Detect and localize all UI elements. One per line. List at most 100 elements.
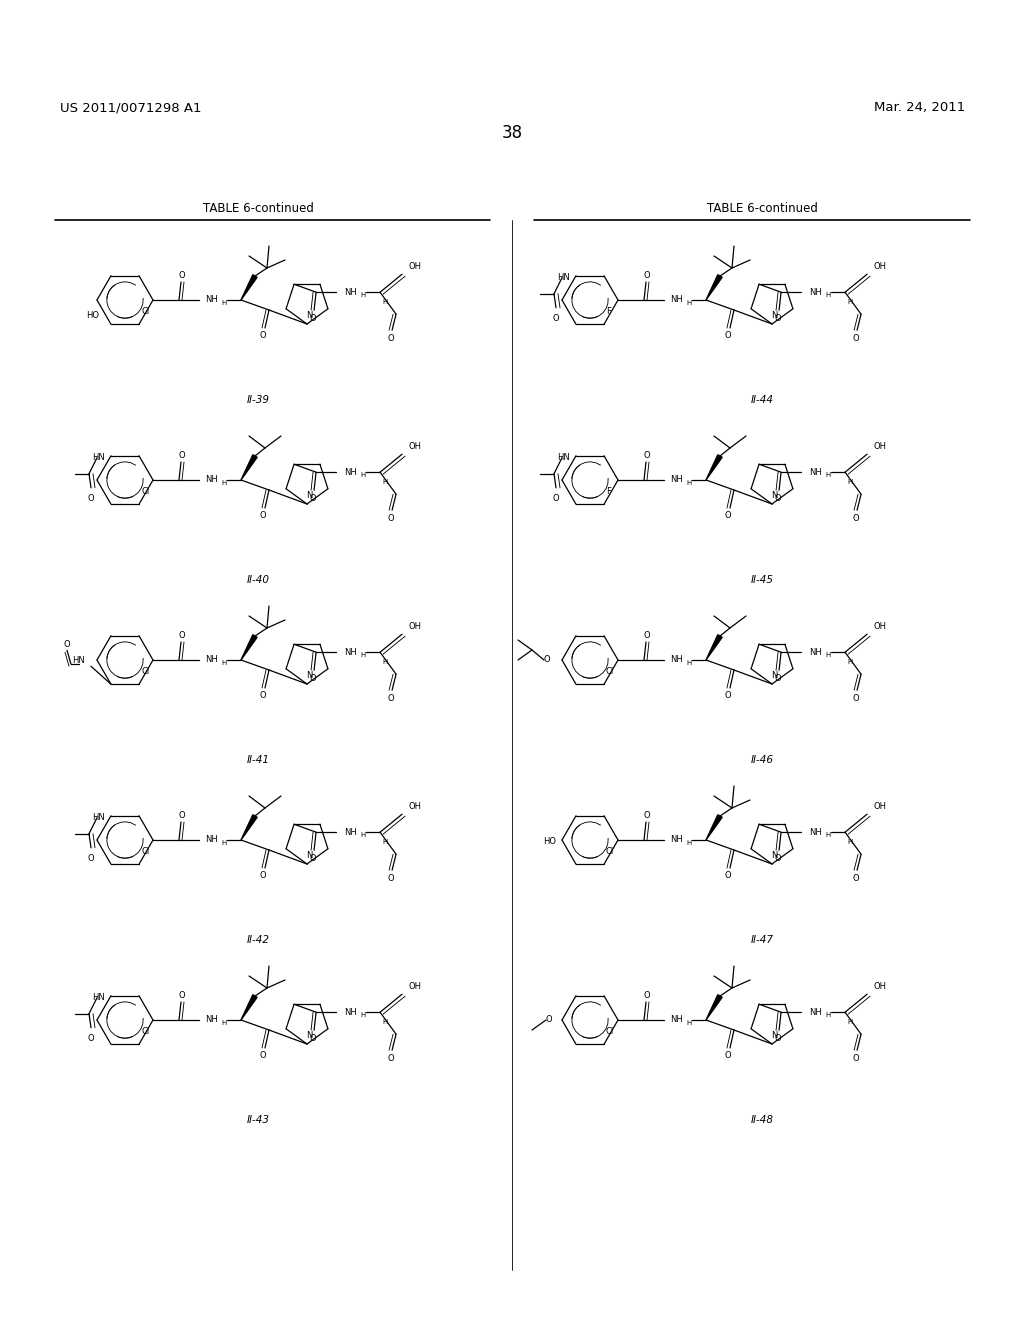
Text: HN: HN	[73, 656, 85, 665]
Text: H: H	[221, 1020, 226, 1026]
Text: TABLE 6-continued: TABLE 6-continued	[203, 202, 313, 214]
Text: Cl: Cl	[606, 667, 614, 676]
Polygon shape	[241, 455, 257, 480]
Text: Cl: Cl	[141, 308, 150, 317]
Text: OH: OH	[873, 261, 886, 271]
Text: N: N	[306, 851, 312, 861]
Text: HN: HN	[92, 993, 105, 1002]
Text: O: O	[644, 810, 650, 820]
Text: N: N	[771, 672, 777, 681]
Text: OH: OH	[873, 801, 886, 810]
Text: NH: NH	[205, 836, 218, 845]
Text: HN: HN	[92, 453, 105, 462]
Text: H: H	[221, 480, 226, 486]
Text: O: O	[775, 1034, 781, 1043]
Text: O: O	[88, 1034, 94, 1043]
Text: NH: NH	[809, 1007, 822, 1016]
Text: NH: NH	[344, 1007, 356, 1016]
Text: NH: NH	[205, 1015, 218, 1024]
Text: O: O	[546, 1015, 552, 1024]
Text: H: H	[221, 840, 226, 846]
Text: O: O	[775, 673, 781, 682]
Text: O: O	[644, 631, 650, 639]
Text: O: O	[388, 334, 394, 343]
Text: NH: NH	[205, 475, 218, 484]
Polygon shape	[241, 995, 257, 1020]
Text: H: H	[360, 652, 366, 659]
Text: HO: HO	[86, 312, 99, 321]
Text: NH: NH	[344, 648, 356, 657]
Text: O: O	[260, 331, 266, 341]
Text: O: O	[725, 871, 731, 880]
Text: O: O	[775, 314, 781, 322]
Text: O: O	[725, 331, 731, 341]
Text: H: H	[360, 473, 366, 478]
Text: H: H	[825, 652, 830, 659]
Text: O: O	[388, 513, 394, 523]
Text: O: O	[725, 1052, 731, 1060]
Text: O: O	[553, 494, 559, 503]
Text: NH: NH	[670, 296, 683, 305]
Text: O: O	[309, 854, 316, 863]
Text: O: O	[88, 494, 94, 503]
Text: H: H	[847, 840, 852, 845]
Text: N: N	[771, 1031, 777, 1040]
Text: OH: OH	[409, 622, 421, 631]
Text: O: O	[775, 494, 781, 503]
Polygon shape	[241, 814, 257, 840]
Text: Cl: Cl	[141, 1027, 150, 1036]
Text: O: O	[309, 494, 316, 503]
Text: O: O	[178, 631, 185, 639]
Text: II-40: II-40	[247, 576, 269, 585]
Polygon shape	[706, 455, 722, 480]
Text: H: H	[686, 660, 691, 667]
Polygon shape	[241, 635, 257, 660]
Text: O: O	[644, 990, 650, 999]
Text: H: H	[686, 300, 691, 306]
Polygon shape	[706, 635, 722, 660]
Text: O: O	[178, 810, 185, 820]
Text: NH: NH	[205, 656, 218, 664]
Text: N: N	[771, 312, 777, 321]
Text: O: O	[775, 854, 781, 863]
Text: II-47: II-47	[751, 935, 773, 945]
Text: O: O	[388, 694, 394, 702]
Text: H: H	[360, 832, 366, 838]
Text: O: O	[853, 1053, 859, 1063]
Text: H: H	[382, 479, 387, 486]
Text: O: O	[388, 1053, 394, 1063]
Text: HO: HO	[543, 837, 556, 846]
Text: Mar. 24, 2011: Mar. 24, 2011	[873, 102, 965, 115]
Text: O: O	[544, 656, 550, 664]
Text: F: F	[606, 308, 611, 317]
Text: N: N	[771, 491, 777, 500]
Text: NH: NH	[344, 828, 356, 837]
Text: US 2011/0071298 A1: US 2011/0071298 A1	[60, 102, 202, 115]
Text: O: O	[88, 854, 94, 863]
Text: O: O	[260, 511, 266, 520]
Text: O: O	[260, 1052, 266, 1060]
Text: O: O	[553, 314, 559, 323]
Text: H: H	[382, 1019, 387, 1026]
Text: NH: NH	[670, 656, 683, 664]
Text: NH: NH	[670, 1015, 683, 1024]
Text: H: H	[382, 300, 387, 305]
Text: N: N	[306, 672, 312, 681]
Text: OH: OH	[873, 442, 886, 450]
Text: H: H	[825, 832, 830, 838]
Text: Cl: Cl	[141, 487, 150, 496]
Text: NH: NH	[809, 288, 822, 297]
Text: 38: 38	[502, 124, 522, 143]
Text: O: O	[853, 694, 859, 702]
Text: H: H	[221, 300, 226, 306]
Text: N: N	[771, 851, 777, 861]
Text: NH: NH	[809, 828, 822, 837]
Text: H: H	[825, 473, 830, 478]
Text: H: H	[360, 292, 366, 298]
Text: N: N	[306, 312, 312, 321]
Text: O: O	[309, 673, 316, 682]
Text: II-45: II-45	[751, 576, 773, 585]
Text: O: O	[725, 511, 731, 520]
Text: NH: NH	[809, 467, 822, 477]
Text: NH: NH	[344, 467, 356, 477]
